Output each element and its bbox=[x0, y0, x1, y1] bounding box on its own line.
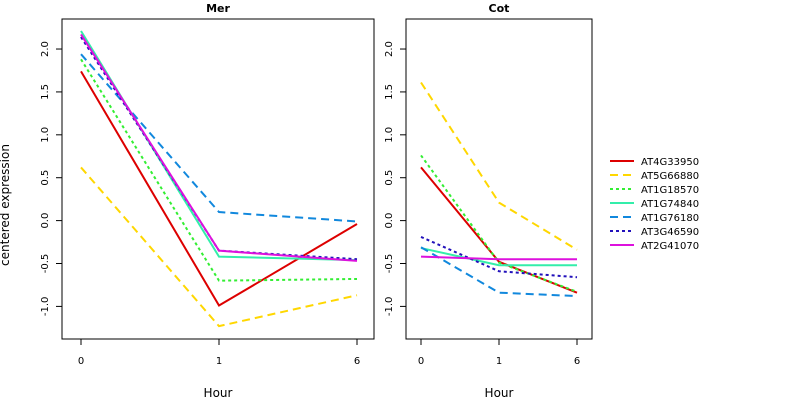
series-line-mer-at1g74840 bbox=[80, 30, 358, 262]
y-tick-label-cot: 0.5 bbox=[384, 170, 395, 186]
plot-frame-mer bbox=[61, 18, 375, 340]
x-tick-label-mer: 6 bbox=[354, 356, 360, 367]
legend-label-at5g66880: AT5G66880 bbox=[641, 171, 699, 182]
y-tick-label-mer: 2.0 bbox=[40, 41, 51, 57]
series-line-cot-at1g74840 bbox=[420, 247, 577, 267]
series-line-cot-at3g46590 bbox=[420, 235, 578, 279]
panel-mer: Mer Hour -1.0 -0.5 0.0 0.5 1.0 1.5 2.0 0 1 6 bbox=[40, 2, 375, 400]
y-tick-label-cot: 1.0 bbox=[384, 127, 395, 143]
x-tick-label-mer: 1 bbox=[216, 356, 222, 367]
y-tick-label-cot: -0.5 bbox=[384, 254, 395, 274]
series-line-cot-at1g76180 bbox=[420, 246, 578, 298]
y-tick-label-mer: 1.0 bbox=[40, 127, 51, 143]
y-tick-label-mer: -1.0 bbox=[40, 297, 51, 317]
legend-label-at2g41070: AT2G41070 bbox=[641, 241, 699, 252]
legend-label-at3g46590: AT3G46590 bbox=[641, 227, 699, 238]
panel-title-mer: Mer bbox=[206, 2, 230, 15]
panel-cot: Cot Hour -1.0 -0.5 0.0 0.5 1.0 1.5 2.0 0 1 6 bbox=[384, 2, 593, 400]
legend-label-at1g74840: AT1G74840 bbox=[641, 199, 699, 210]
legend: AT4G33950 AT5G66880 AT1G18570 AT1G74840 AT1G… bbox=[610, 157, 699, 252]
series-line-mer-at3g46590 bbox=[80, 36, 358, 261]
series-line-mer-at1g76180 bbox=[80, 53, 358, 223]
x-tick-label-cot: 6 bbox=[574, 356, 580, 367]
series-line-cot-at1g18570 bbox=[420, 154, 578, 293]
x-tick-label-cot: 0 bbox=[418, 356, 424, 367]
panel-title-cot: Cot bbox=[489, 2, 510, 15]
legend-label-at1g18570: AT1G18570 bbox=[641, 185, 699, 196]
series-line-mer-at4g33950 bbox=[80, 70, 358, 307]
plot-frame-cot bbox=[405, 18, 593, 340]
series-line-cot-at5g66880 bbox=[420, 81, 578, 251]
x-tick-label-mer: 0 bbox=[78, 356, 84, 367]
series-line-cot-at2g41070 bbox=[420, 255, 577, 261]
legend-label-at1g76180: AT1G76180 bbox=[641, 213, 699, 224]
y-tick-label-mer: 0.5 bbox=[40, 170, 51, 186]
series-line-mer-at2g41070 bbox=[80, 33, 358, 262]
y-tick-label-mer: -0.5 bbox=[40, 254, 51, 274]
y-tick-label-mer: 1.5 bbox=[40, 84, 51, 100]
y-tick-label-cot: 2.0 bbox=[384, 41, 395, 57]
series-line-mer-at5g66880 bbox=[80, 166, 358, 328]
x-axis-title-mer: Hour bbox=[204, 386, 233, 400]
x-tick-label-cot: 1 bbox=[496, 356, 502, 367]
y-tick-label-mer: 0.0 bbox=[40, 213, 51, 229]
y-tick-label-cot: 1.5 bbox=[384, 84, 395, 100]
y-tick-label-cot: 0.0 bbox=[384, 213, 395, 229]
series-line-mer-at1g18570 bbox=[80, 58, 358, 282]
x-axis-title-cot: Hour bbox=[485, 386, 514, 400]
legend-label-at4g33950: AT4G33950 bbox=[641, 157, 699, 168]
y-axis-title: centered expression bbox=[0, 144, 12, 266]
y-tick-label-cot: -1.0 bbox=[384, 297, 395, 317]
